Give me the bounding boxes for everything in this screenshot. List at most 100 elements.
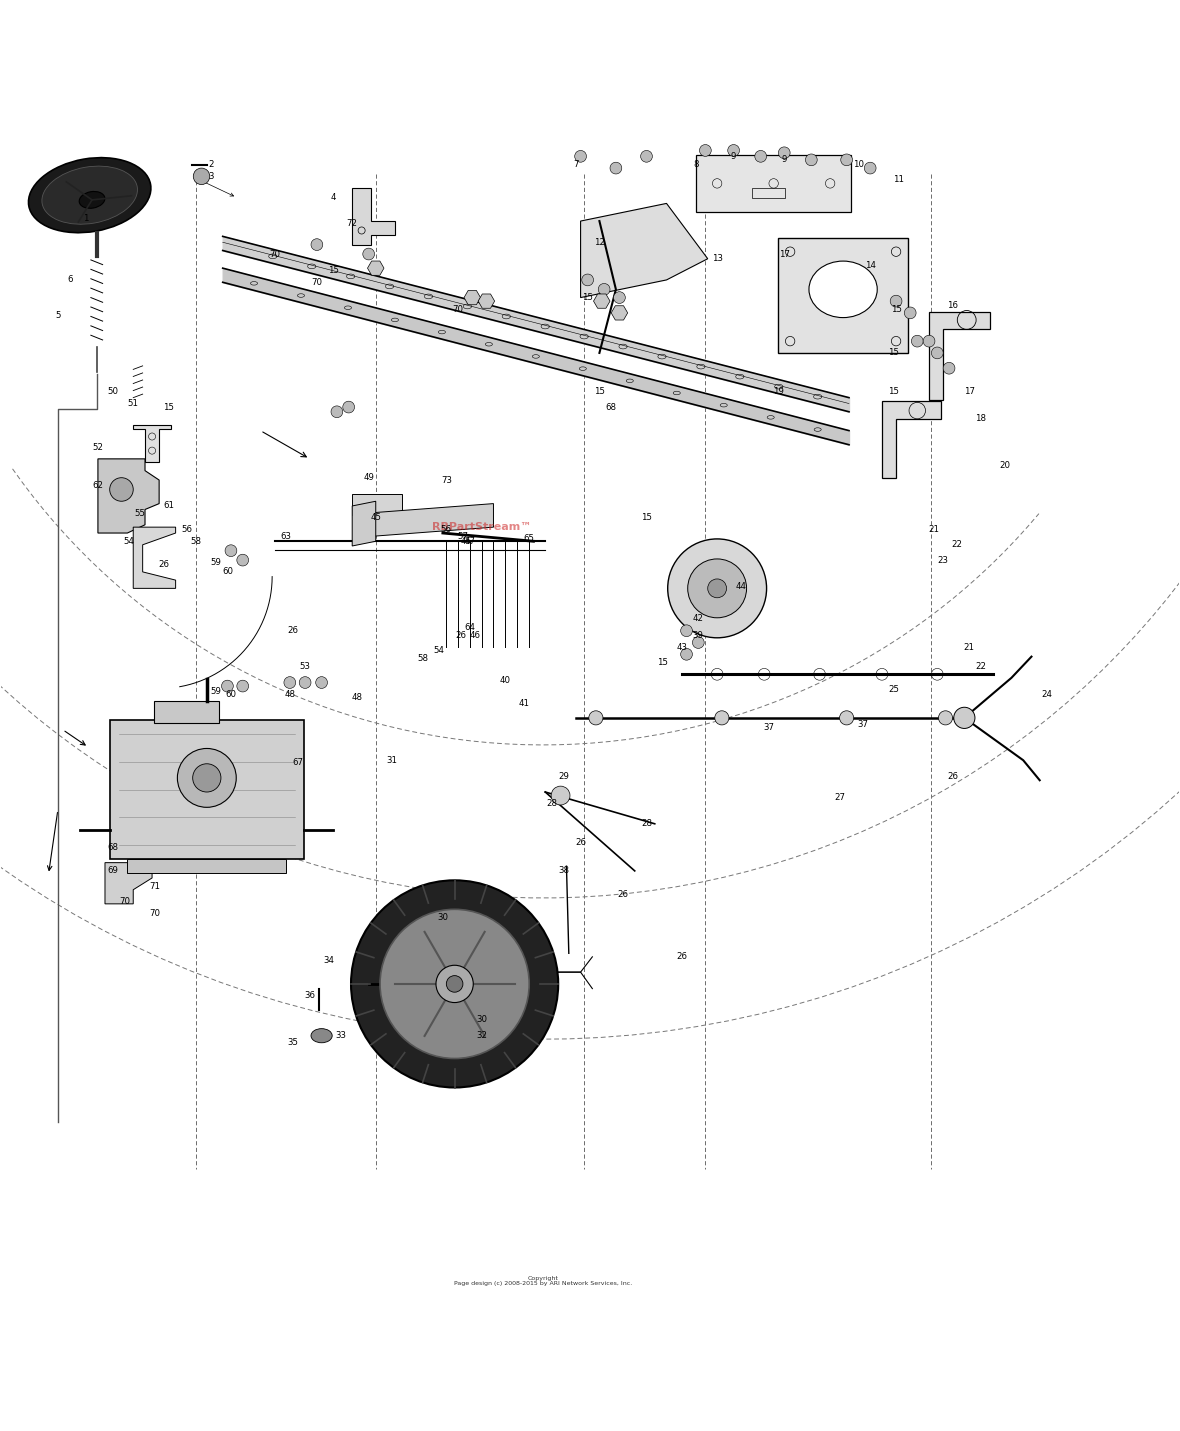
Text: 44: 44 <box>735 581 746 591</box>
Text: 26: 26 <box>617 890 629 899</box>
Circle shape <box>284 677 296 688</box>
Text: 63: 63 <box>281 532 291 541</box>
Circle shape <box>610 162 622 175</box>
Text: 19: 19 <box>773 388 784 396</box>
Text: 50: 50 <box>107 388 119 396</box>
Text: 69: 69 <box>107 866 119 876</box>
Text: 36: 36 <box>304 992 315 1000</box>
Polygon shape <box>133 527 176 588</box>
Circle shape <box>614 292 625 303</box>
Text: 15: 15 <box>594 388 605 396</box>
Circle shape <box>332 406 342 418</box>
Circle shape <box>779 147 791 159</box>
Text: 31: 31 <box>387 756 398 764</box>
Circle shape <box>700 145 712 156</box>
Text: 37: 37 <box>858 720 868 730</box>
Text: 56: 56 <box>182 525 192 534</box>
Circle shape <box>316 677 328 688</box>
Text: 1: 1 <box>84 215 88 223</box>
Ellipse shape <box>809 260 877 318</box>
Text: 59: 59 <box>210 687 221 697</box>
Circle shape <box>681 625 693 637</box>
Text: 21: 21 <box>929 525 939 534</box>
Circle shape <box>237 680 249 693</box>
Circle shape <box>598 283 610 295</box>
Bar <box>127 859 287 873</box>
Text: 29: 29 <box>558 773 570 781</box>
Text: 15: 15 <box>582 293 594 302</box>
Text: 39: 39 <box>693 631 703 640</box>
Text: 15: 15 <box>889 348 899 358</box>
Circle shape <box>943 362 955 373</box>
Circle shape <box>938 711 952 726</box>
Text: 10: 10 <box>853 160 864 169</box>
Circle shape <box>931 348 943 359</box>
Text: 67: 67 <box>293 758 303 767</box>
Polygon shape <box>464 290 480 305</box>
Polygon shape <box>98 459 159 532</box>
Text: 38: 38 <box>558 866 570 876</box>
Circle shape <box>446 976 463 992</box>
Text: 60: 60 <box>222 567 232 577</box>
Ellipse shape <box>42 166 137 225</box>
Polygon shape <box>929 312 990 401</box>
Bar <box>753 187 786 197</box>
Text: 70: 70 <box>269 249 280 259</box>
Circle shape <box>434 940 463 969</box>
Circle shape <box>222 680 234 693</box>
Circle shape <box>693 637 704 648</box>
Text: 52: 52 <box>92 442 104 452</box>
Circle shape <box>225 545 237 557</box>
Text: 56: 56 <box>441 525 452 534</box>
Text: 73: 73 <box>441 475 452 485</box>
Text: 70: 70 <box>312 278 322 286</box>
Text: RBPartStream™: RBPartStream™ <box>432 522 531 532</box>
Text: 49: 49 <box>363 474 374 482</box>
Text: 16: 16 <box>948 302 958 311</box>
Circle shape <box>312 239 323 250</box>
Circle shape <box>923 335 935 348</box>
Circle shape <box>864 162 876 175</box>
Text: 15: 15 <box>328 266 339 275</box>
Text: 15: 15 <box>891 305 902 313</box>
Polygon shape <box>105 863 152 904</box>
Text: 62: 62 <box>92 481 104 491</box>
Text: 41: 41 <box>518 700 530 708</box>
Text: 15: 15 <box>163 402 175 412</box>
Circle shape <box>681 648 693 660</box>
Circle shape <box>911 335 923 348</box>
Bar <box>779 238 907 353</box>
Text: 45: 45 <box>371 514 381 522</box>
Text: 7: 7 <box>573 160 578 169</box>
Circle shape <box>110 478 133 501</box>
Text: 70: 70 <box>453 305 464 313</box>
Text: 47: 47 <box>465 537 476 545</box>
Text: 26: 26 <box>575 839 586 847</box>
Circle shape <box>840 711 853 726</box>
Circle shape <box>192 764 221 791</box>
Polygon shape <box>881 401 940 478</box>
Circle shape <box>551 786 570 806</box>
Circle shape <box>380 909 529 1059</box>
Text: Copyright
Page design (c) 2008-2015 by ARI Network Services, Inc.: Copyright Page design (c) 2008-2015 by A… <box>454 1275 632 1286</box>
Text: 22: 22 <box>976 661 986 671</box>
Circle shape <box>668 539 767 638</box>
Text: 68: 68 <box>605 402 617 412</box>
Polygon shape <box>594 293 610 308</box>
Text: 24: 24 <box>1041 690 1053 698</box>
Polygon shape <box>611 306 628 321</box>
Text: 18: 18 <box>976 415 986 424</box>
Text: 58: 58 <box>190 537 201 545</box>
Text: 72: 72 <box>347 219 358 228</box>
Text: 23: 23 <box>938 555 949 565</box>
Text: 2: 2 <box>208 160 214 169</box>
Ellipse shape <box>312 1029 333 1043</box>
Text: 60: 60 <box>225 690 236 698</box>
Circle shape <box>840 155 852 166</box>
Circle shape <box>435 966 473 1003</box>
Text: 30: 30 <box>438 913 448 923</box>
Polygon shape <box>581 203 708 298</box>
Text: 43: 43 <box>676 643 687 651</box>
Text: 27: 27 <box>834 793 845 803</box>
Text: 54: 54 <box>434 647 445 655</box>
